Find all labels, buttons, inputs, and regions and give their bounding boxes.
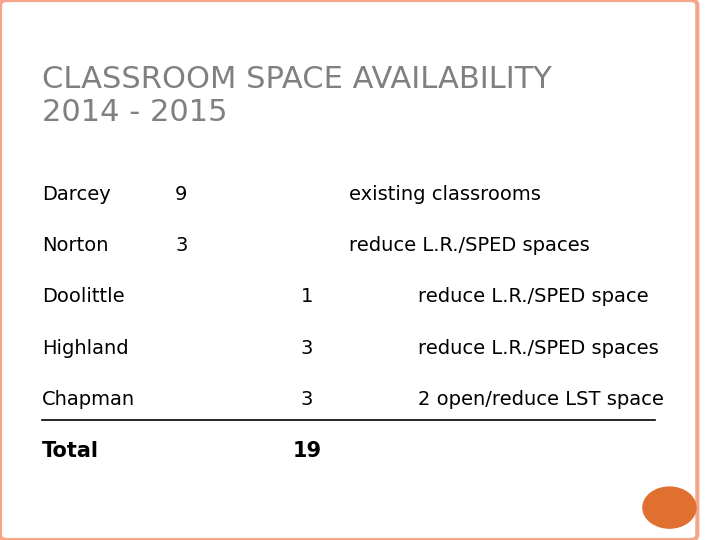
Text: Highland: Highland	[42, 339, 128, 358]
Text: Norton: Norton	[42, 236, 108, 255]
Text: reduce L.R./SPED spaces: reduce L.R./SPED spaces	[418, 339, 659, 358]
Text: CLASSROOM SPACE AVAILABILITY
2014 - 2015: CLASSROOM SPACE AVAILABILITY 2014 - 2015	[42, 65, 552, 127]
Text: Total: Total	[42, 441, 99, 461]
Text: reduce L.R./SPED space: reduce L.R./SPED space	[418, 287, 649, 307]
Text: 3: 3	[301, 339, 313, 358]
Text: 1: 1	[301, 287, 313, 307]
FancyBboxPatch shape	[0, 0, 698, 540]
Text: existing classrooms: existing classrooms	[348, 185, 541, 204]
Text: reduce L.R./SPED spaces: reduce L.R./SPED spaces	[348, 236, 590, 255]
Text: 19: 19	[292, 441, 321, 461]
Text: 3: 3	[301, 390, 313, 409]
Text: 2 open/reduce LST space: 2 open/reduce LST space	[418, 390, 665, 409]
Text: Chapman: Chapman	[42, 390, 135, 409]
Circle shape	[643, 487, 696, 528]
Text: Doolittle: Doolittle	[42, 287, 125, 307]
Text: Darcey: Darcey	[42, 185, 111, 204]
Text: 3: 3	[175, 236, 187, 255]
Text: 9: 9	[175, 185, 187, 204]
